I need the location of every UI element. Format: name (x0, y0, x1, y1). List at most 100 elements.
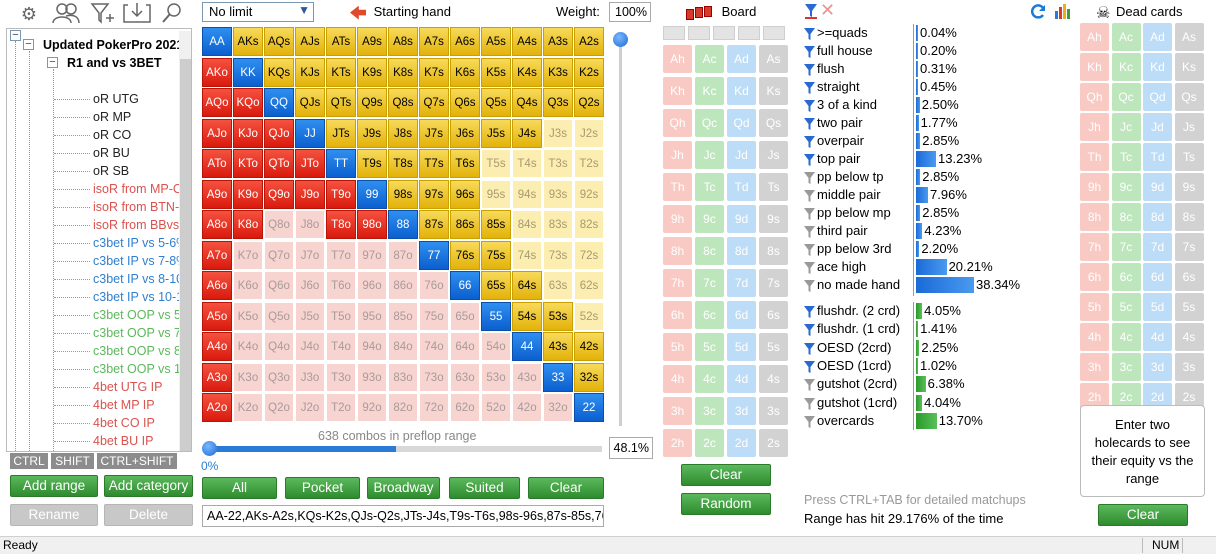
hand-cell-K9o[interactable]: K9o (233, 179, 263, 209)
board-card-7s[interactable]: 7s (759, 269, 788, 297)
weight-slider-thumb[interactable] (613, 32, 628, 47)
board-card-3s[interactable]: 3s (759, 397, 788, 425)
suited-button[interactable]: Suited (449, 477, 520, 499)
weight-slider-track[interactable] (619, 34, 622, 426)
pocket-button[interactable]: Pocket (285, 477, 360, 499)
board-card-grid[interactable]: Ah Ac Ad As Kh Kc Kd Ks Qh Qc Qd Qs Jh Jc Jd Js Th Tc Td Ts… (663, 45, 793, 465)
dead-card-5c[interactable]: 5c (1111, 293, 1141, 321)
hand-cell-K2s[interactable]: K2s (574, 57, 604, 87)
board-card-Kd[interactable]: Kd (727, 77, 756, 105)
board-card-Td[interactable]: Td (727, 173, 756, 201)
hand-cell-A2o[interactable]: A2o (202, 393, 232, 422)
hand-cell-62o[interactable]: 62o (450, 393, 480, 422)
dead-card-Kc[interactable]: Kc (1111, 53, 1141, 81)
board-card-Tc[interactable]: Tc (695, 173, 724, 201)
tree-item[interactable]: c3bet OOP vs 7-8 (93, 326, 192, 340)
dead-card-6c[interactable]: 6c (1111, 263, 1141, 291)
hand-cell-96o[interactable]: 96o (357, 271, 387, 300)
board-card-Ac[interactable]: Ac (695, 45, 724, 73)
hand-cell-K3o[interactable]: K3o (233, 362, 263, 392)
import-icon[interactable] (122, 2, 151, 26)
range-slider-thumb[interactable] (202, 441, 217, 456)
broadway-button[interactable]: Broadway (367, 477, 440, 499)
hand-cell-J3s[interactable]: J3s (543, 118, 573, 148)
hand-cell-76o[interactable]: 76o (419, 271, 449, 300)
hand-cell-86s[interactable]: 86s (450, 210, 480, 239)
board-card-Kh[interactable]: Kh (663, 77, 692, 105)
hand-cell-A8s[interactable]: A8s (388, 27, 418, 56)
stat-row[interactable]: pp below mp 2.85% (804, 204, 1004, 222)
hand-cell-T9o[interactable]: T9o (326, 179, 356, 209)
hand-cell-AKo[interactable]: AKo (202, 57, 232, 87)
stat-row[interactable]: straight 0.45% (804, 78, 1004, 96)
hand-cell-J7o[interactable]: J7o (295, 240, 325, 270)
hand-cell-J2o[interactable]: J2o (295, 393, 325, 422)
hand-cell-92s[interactable]: 92s (574, 179, 604, 209)
dead-card-3s[interactable]: 3s (1174, 353, 1204, 381)
weight-input[interactable]: 100% (609, 2, 651, 22)
board-card-9d[interactable]: 9d (727, 205, 756, 233)
hand-cell-22[interactable]: 22 (574, 393, 604, 422)
add-category-button[interactable]: Add category (104, 475, 193, 497)
board-card-Ah[interactable]: Ah (663, 45, 692, 73)
users-icon[interactable] (52, 2, 80, 26)
board-card-Kc[interactable]: Kc (695, 77, 724, 105)
hand-cell-J6o[interactable]: J6o (295, 271, 325, 300)
hand-cell-65o[interactable]: 65o (450, 301, 480, 331)
hand-cell-T3o[interactable]: T3o (326, 362, 356, 392)
board-card-6c[interactable]: 6c (695, 301, 724, 329)
dead-card-Jh[interactable]: Jh (1080, 113, 1109, 141)
hand-cell-73o[interactable]: 73o (419, 362, 449, 392)
stat-row[interactable]: pp below tp 2.85% (804, 168, 1004, 186)
hand-cell-J5s[interactable]: J5s (481, 118, 511, 148)
hand-cell-62s[interactable]: 62s (574, 271, 604, 300)
hand-cell-J9s[interactable]: J9s (357, 118, 387, 148)
tree-item[interactable]: c3bet IP vs 7-8% (93, 254, 188, 268)
hand-cell-A4s[interactable]: A4s (512, 27, 542, 56)
hand-cell-A7s[interactable]: A7s (419, 27, 449, 56)
dead-card-7s[interactable]: 7s (1174, 233, 1204, 261)
dead-clear-button[interactable]: Clear (1098, 504, 1188, 526)
dead-card-6d[interactable]: 6d (1143, 263, 1172, 291)
hand-cell-T3s[interactable]: T3s (543, 149, 573, 178)
hand-cell-43s[interactable]: 43s (543, 332, 573, 361)
board-card-Qh[interactable]: Qh (663, 109, 692, 137)
hand-cell-73s[interactable]: 73s (543, 240, 573, 270)
filter-icon[interactable] (804, 189, 815, 207)
tree-item[interactable]: c3bet IP vs 10-15 (93, 290, 191, 304)
board-card-4s[interactable]: 4s (759, 365, 788, 393)
tree-item[interactable]: 4bet CO IP (93, 416, 155, 430)
hand-cell-43o[interactable]: 43o (512, 362, 542, 392)
board-card-4c[interactable]: 4c (695, 365, 724, 393)
dead-card-Ks[interactable]: Ks (1174, 53, 1204, 81)
board-card-Th[interactable]: Th (663, 173, 692, 201)
dead-card-Jd[interactable]: Jd (1143, 113, 1172, 141)
hand-cell-Q7s[interactable]: Q7s (419, 88, 449, 117)
hand-cell-66[interactable]: 66 (450, 271, 480, 300)
hand-cell-99[interactable]: 99 (357, 179, 387, 209)
hand-cell-AQo[interactable]: AQo (202, 88, 232, 117)
hand-cell-JTs[interactable]: JTs (326, 118, 356, 148)
hand-cell-Q5s[interactable]: Q5s (481, 88, 511, 117)
tree-group[interactable]: R1 and vs 3BET (67, 56, 162, 70)
hand-cell-T7o[interactable]: T7o (326, 240, 356, 270)
hand-cell-87o[interactable]: 87o (388, 240, 418, 270)
stat-row[interactable]: OESD (1crd) 1.02% (804, 357, 1004, 375)
hand-cell-97s[interactable]: 97s (419, 179, 449, 209)
hand-cell-Q3o[interactable]: Q3o (264, 362, 294, 392)
hand-cell-94s[interactable]: 94s (512, 179, 542, 209)
hand-cell-84o[interactable]: 84o (388, 332, 418, 361)
group-collapse-icon[interactable]: − (47, 57, 58, 68)
hand-cell-A9o[interactable]: A9o (202, 179, 232, 209)
board-card-7c[interactable]: 7c (695, 269, 724, 297)
hand-cell-72o[interactable]: 72o (419, 393, 449, 422)
hand-cell-AQs[interactable]: AQs (264, 27, 294, 56)
hand-cell-J8s[interactable]: J8s (388, 118, 418, 148)
filter-icon[interactable] (804, 117, 815, 135)
filter-icon[interactable] (804, 135, 815, 153)
hand-cell-J4s[interactable]: J4s (512, 118, 542, 148)
hand-cell-J8o[interactable]: J8o (295, 210, 325, 239)
hand-cell-J7s[interactable]: J7s (419, 118, 449, 148)
dead-card-9h[interactable]: 9h (1080, 173, 1109, 201)
tree-item[interactable]: 4bet UTG IP (93, 380, 163, 394)
